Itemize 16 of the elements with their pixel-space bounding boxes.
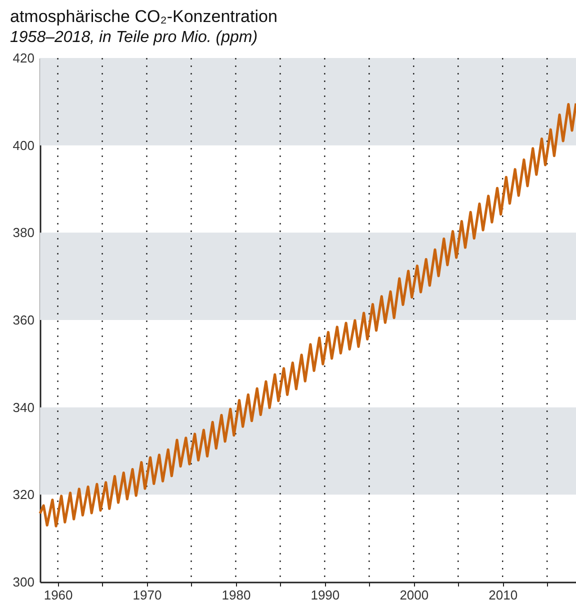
x-tick-label: 2010 [488,588,518,602]
x-tick-label: 1960 [44,588,73,602]
y-tick-label: 320 [12,487,34,502]
x-tick-label: 1980 [222,588,251,602]
y-tick-label: 380 [12,225,34,240]
line-series [38,102,576,528]
x-tick-label: 1970 [132,588,162,602]
chart-title: atmosphärische CO₂-Konzentration [10,7,278,26]
x-tick-label: 1990 [310,588,340,602]
y-tick-label: 360 [12,312,34,328]
y-tick-label: 400 [12,138,34,153]
y-tick-label: 340 [12,400,34,415]
chart-subtitle: 1958–2018, in Teile pro Mio. (ppm) [10,29,258,46]
y-tick-label: 420 [12,50,34,66]
x-tick-label: 2000 [400,588,429,602]
y-tick-label: 300 [12,574,34,590]
